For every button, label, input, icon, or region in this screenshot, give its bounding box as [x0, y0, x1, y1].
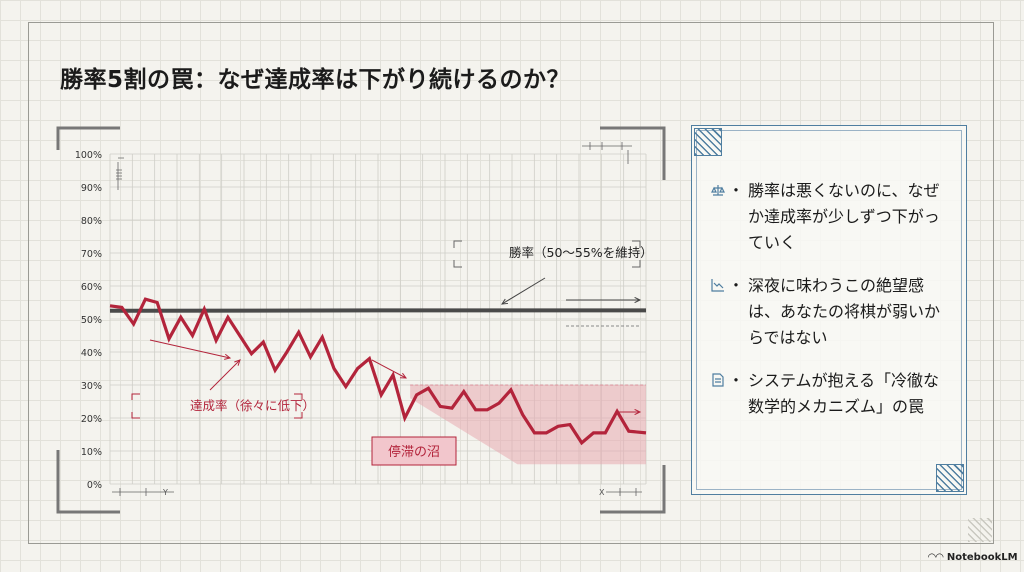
stagnation-swamp-label: 停滞の沼 — [388, 444, 440, 460]
achievement-arrow-1-head — [224, 353, 232, 360]
chart-decorations — [112, 142, 642, 496]
achievement-arrow-3 — [371, 359, 407, 379]
summary-panel-inner-border — [696, 130, 962, 490]
panel-hatch-bottom-right — [936, 464, 964, 492]
y-tick-labels: 0% 10% 20% 30% 40% 50% 60% 70% 80% 90% 100% — [75, 150, 102, 491]
y-tick-label: 0% — [87, 480, 102, 491]
bullet-text-2: 深夜に味わうこの絶望感は、あなたの将棋が弱いからではない — [748, 276, 941, 347]
decoration-mark — [582, 142, 632, 164]
logo-text: NotebookLM — [946, 552, 1018, 563]
bullet-item-2: ・ 深夜に味わうこの絶望感は、あなたの将棋が弱いからではない — [710, 273, 954, 351]
achievement-arrow-2-head — [234, 359, 241, 366]
bullet-text-3: システムが抱える「冷徹な数学的メカニズム」の罠 — [748, 371, 940, 416]
y-axis-label: Y — [162, 488, 168, 497]
achievement-label-bracket — [131, 393, 303, 419]
bullet-item-1: ・ 勝率は悪くないのに、なぜか達成率が少しずつ下がっていく — [710, 178, 954, 256]
y-tick-label: 70% — [81, 249, 102, 260]
swamp-right-arrow-head — [634, 408, 642, 416]
line-chart: 0% 10% 20% 30% 40% 50% 60% 70% 80% 90% 100% 勝率（50〜… — [56, 126, 666, 514]
swamp-label-box — [371, 436, 457, 466]
y-tick-label: 100% — [75, 150, 102, 161]
bullet-item-3: ・ システムが抱える「冷徹な数学的メカニズム」の罠 — [710, 368, 954, 420]
corner-bracket — [600, 465, 666, 514]
achievement-arrow-3-head — [399, 372, 408, 379]
notebooklm-logo: ◠◠ NotebookLM — [928, 552, 1018, 563]
achievement-arrow-1 — [149, 339, 231, 359]
corner-hatch-decoration — [968, 518, 992, 542]
summary-panel: ・ 勝率は悪くないのに、なぜか達成率が少しずつ下がっていく ・ 深夜に味わうこの… — [691, 125, 967, 495]
panel-hatch-top-left — [694, 128, 722, 156]
bullet-mark: ・ — [728, 181, 745, 200]
y-tick-label: 90% — [81, 183, 102, 194]
win-rate-callout: 勝率（50〜55%を維持） — [453, 240, 653, 268]
bullet-mark: ・ — [728, 276, 745, 295]
corner-bracket — [56, 450, 120, 514]
page-title: 勝率5割の罠：なぜ達成率は下がり続けるのか？ — [60, 67, 571, 93]
bullet-mark: ・ — [728, 371, 745, 390]
decoration-mark — [112, 488, 174, 496]
chart-series — [109, 297, 647, 446]
logo-icon: ◠◠ — [928, 552, 947, 563]
x-axis-label: X — [599, 488, 605, 497]
bullet-text-1: 勝率は悪くないのに、なぜか達成率が少しずつ下がっていく — [748, 181, 940, 252]
y-tick-label: 30% — [81, 381, 102, 392]
corner-bracket — [56, 126, 120, 150]
achievement-rate-label: 達成率（徐々に低下） — [190, 398, 315, 413]
y-tick-label: 80% — [81, 216, 102, 227]
annotation-arrows — [149, 277, 646, 416]
y-tick-label: 10% — [81, 447, 102, 458]
win-rate-arrow-head — [501, 298, 509, 305]
decoration-mark — [116, 157, 124, 190]
achievement-callout: 達成率（徐々に低下） — [131, 393, 315, 419]
swamp-callout: 停滞の沼 — [371, 436, 457, 466]
bullet-list: ・ 勝率は悪くないのに、なぜか達成率が少しずつ下がっていく ・ 深夜に味わうこの… — [710, 178, 954, 437]
win-rate-label-bracket — [453, 240, 641, 268]
slide-frame — [28, 22, 994, 544]
y-tick-label: 20% — [81, 414, 102, 425]
trend-down-icon — [711, 279, 724, 292]
chart-corner-brackets — [56, 126, 666, 514]
corner-bracket — [600, 126, 666, 180]
achievement-arrow-2 — [209, 359, 241, 391]
scale-icon — [711, 185, 725, 196]
achievement-rate-line — [109, 297, 647, 446]
y-tick-label: 40% — [81, 348, 102, 359]
decoration-mark — [606, 488, 642, 496]
win-rate-arrow — [501, 277, 546, 305]
win-rate-label: 勝率（50〜55%を維持） — [509, 245, 653, 260]
win-rate-right-arrow-head — [634, 296, 642, 304]
y-tick-label: 60% — [81, 282, 102, 293]
document-icon — [712, 373, 724, 387]
y-tick-label: 50% — [81, 315, 102, 326]
